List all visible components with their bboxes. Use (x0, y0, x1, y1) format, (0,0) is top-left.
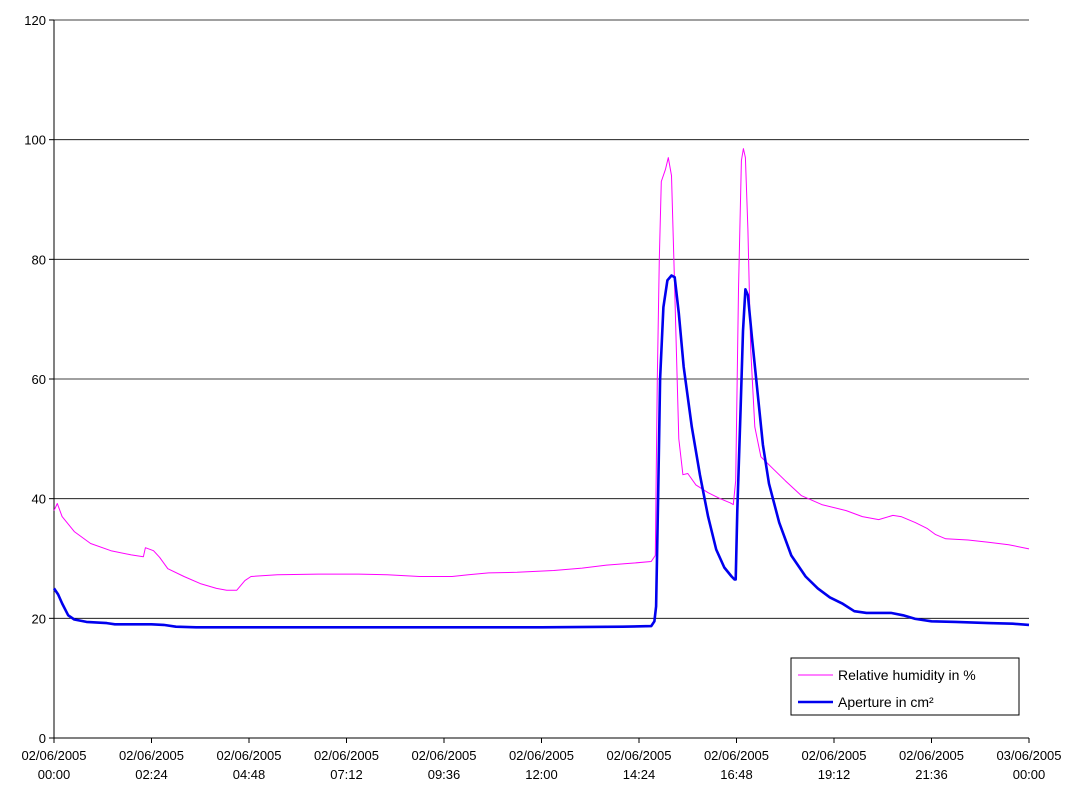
legend-box (790, 657, 1020, 716)
x-tick-label-date: 02/06/2005 (704, 748, 769, 763)
x-tick-label-time: 00:00 (38, 767, 71, 782)
x-tick-label-date: 03/06/2005 (996, 748, 1061, 763)
x-tick-label-time: 19:12 (818, 767, 851, 782)
series-line-aperture (52, 274, 1030, 629)
y-tick-label: 60 (32, 372, 46, 387)
x-tick-label-time: 04:48 (233, 767, 266, 782)
gridlines (54, 19, 1029, 619)
y-tick-label: 120 (24, 13, 46, 28)
x-tick-label-time: 16:48 (720, 767, 753, 782)
y-tick-label: 40 (32, 492, 46, 507)
series-line-humidity (53, 148, 1030, 591)
y-tick-label: 20 (32, 611, 46, 626)
x-tick-label-date: 02/06/2005 (899, 748, 964, 763)
x-tick-label-time: 02:24 (135, 767, 168, 782)
legend-label-aperture: Aperture in cm² (838, 694, 934, 710)
y-tick-label: 80 (32, 252, 46, 267)
x-tick-label-time: 12:00 (525, 767, 558, 782)
axes (49, 19, 1030, 743)
x-tick-label-date: 02/06/2005 (119, 748, 184, 763)
y-tick-label: 0 (39, 731, 46, 746)
x-tick-label-date: 02/06/2005 (801, 748, 866, 763)
x-tick-label-time: 07:12 (330, 767, 363, 782)
legend-label-humidity: Relative humidity in % (838, 667, 976, 683)
legend: Relative humidity in % Aperture in cm² (790, 657, 1020, 716)
x-tick-labels: 02/06/2005 00:00 02/06/2005 02:24 02/06/2005… (21, 748, 1061, 782)
y-tick-label: 100 (24, 133, 46, 148)
y-tick-labels: 0 20 40 60 80 100 120 (24, 13, 46, 746)
x-tick-label-time: 09:36 (428, 767, 461, 782)
x-tick-label-date: 02/06/2005 (509, 748, 574, 763)
x-tick-label-date: 02/06/2005 (216, 748, 281, 763)
x-tick-label-date: 02/06/2005 (606, 748, 671, 763)
series-lines (52, 148, 1030, 629)
x-tick-label-date: 02/06/2005 (21, 748, 86, 763)
x-tick-label-time: 21:36 (915, 767, 948, 782)
x-tick-label-date: 02/06/2005 (314, 748, 379, 763)
x-tick-label-date: 02/06/2005 (411, 748, 476, 763)
x-tick-label-time: 14:24 (623, 767, 656, 782)
x-tick-label-time: 00:00 (1013, 767, 1046, 782)
